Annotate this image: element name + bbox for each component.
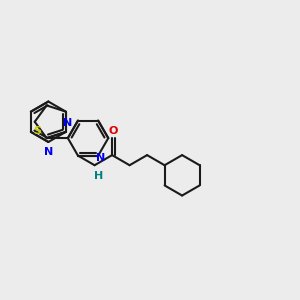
Text: N: N	[96, 153, 105, 163]
Text: O: O	[109, 126, 118, 136]
Text: N: N	[63, 118, 72, 128]
Text: H: H	[94, 171, 103, 181]
Text: S: S	[33, 126, 41, 136]
Text: N: N	[44, 147, 53, 157]
